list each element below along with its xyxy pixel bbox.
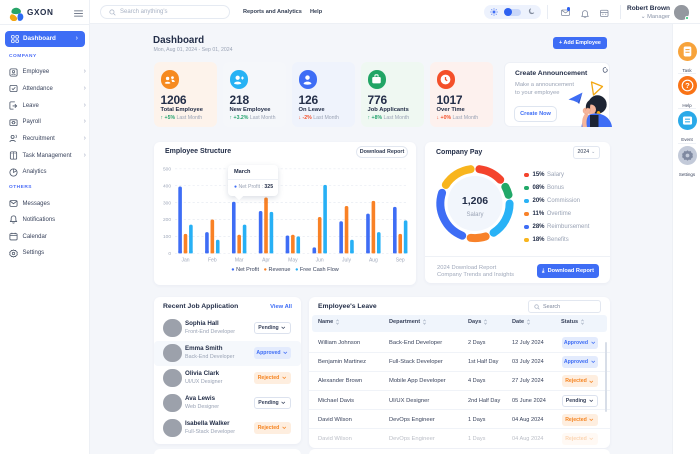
svg-text:200: 200	[163, 217, 171, 223]
svg-text:May: May	[288, 258, 298, 264]
svg-text:?: ?	[685, 81, 690, 90]
svg-text:100: 100	[163, 234, 171, 240]
svg-text:Feb: Feb	[208, 258, 217, 264]
svg-text:0: 0	[168, 251, 171, 257]
svg-text:July: July	[342, 258, 351, 264]
svg-text:Apr: Apr	[262, 258, 270, 264]
svg-text:Mar: Mar	[235, 258, 244, 264]
svg-text:Jan: Jan	[181, 258, 189, 264]
svg-text:Aug: Aug	[369, 258, 378, 264]
svg-text:Sep: Sep	[396, 258, 405, 264]
svg-text:500: 500	[163, 167, 171, 173]
svg-text:300: 300	[163, 200, 171, 206]
svg-text:Jun: Jun	[316, 258, 324, 264]
svg-text:400: 400	[163, 183, 171, 189]
